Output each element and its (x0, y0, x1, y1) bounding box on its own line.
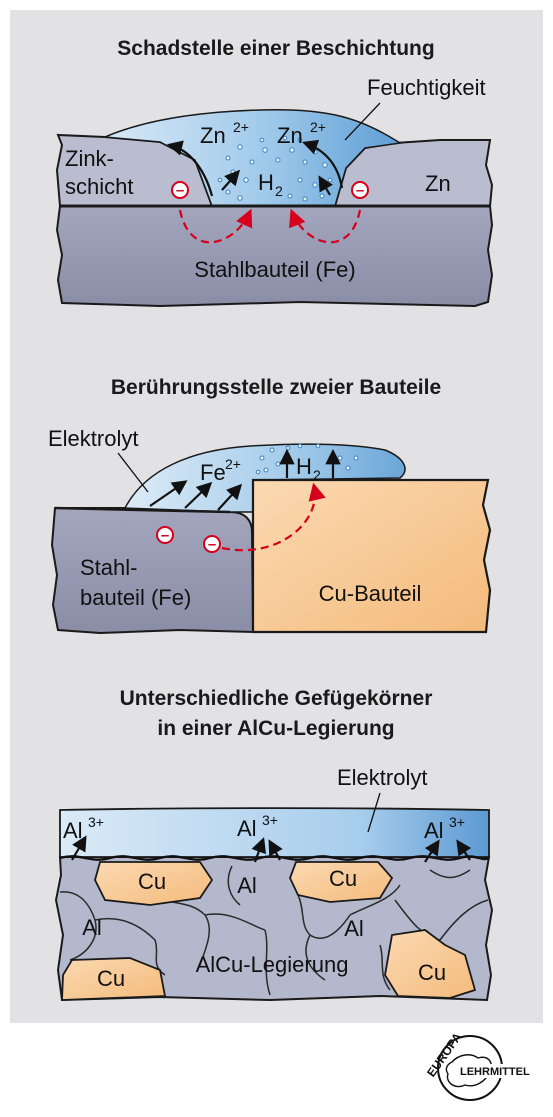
hydrogen-sub-2: 2 (313, 467, 321, 483)
electron-symbols-2: – – (156, 526, 221, 553)
label-cu-1: Cu (138, 869, 166, 894)
label-zinkschicht-1: Zink- (65, 146, 114, 171)
hydrogen-sub: 2 (275, 183, 283, 199)
panel-2-title: Berührungsstelle zweier Bauteile (111, 376, 441, 399)
cu-grain-4 (384, 929, 477, 999)
panel-1-coating-damage: Schadstelle einer Beschichtung (55, 37, 494, 308)
ion-al-middle-charge: 3+ (262, 812, 278, 828)
alloy-surface-line (59, 855, 490, 861)
electrolyte-layer (59, 807, 490, 858)
ion-zn-left: Zn (200, 123, 226, 148)
label-zinkschicht-2: schicht (65, 174, 133, 199)
iron-ion-arrows (149, 448, 341, 511)
svg-text:–: – (356, 182, 364, 199)
label-stahl-1: Stahl- (80, 555, 137, 580)
europa-lehrmittel-logo: EUROPA LEHRMITTEL (424, 1030, 543, 1101)
label-cu-bauteil: Cu-Bauteil (319, 581, 422, 606)
panel-3-title-2: in einer AlCu-Legierung (157, 717, 394, 740)
zinc-ion-arrows (167, 139, 344, 197)
hydrogen-h: H (258, 170, 274, 195)
ion-al-left: Al (63, 818, 83, 843)
copper-grains (61, 861, 477, 1001)
label-al-2: Al (82, 915, 102, 940)
ion-al-right: Al (424, 818, 444, 843)
logo-map (445, 1054, 492, 1088)
svg-text:–: – (161, 527, 169, 544)
label-elektrolyt-3: Elektrolyt (337, 765, 427, 790)
label-stahlbauteil: Stahlbauteil (Fe) (194, 257, 355, 282)
ion-al-right-charge: 3+ (449, 814, 465, 830)
label-stahl-2: bauteil (Fe) (80, 585, 191, 610)
ion-al-middle: Al (237, 816, 257, 841)
ion-zn-right-charge: 2+ (310, 119, 326, 135)
copper-part (251, 478, 492, 634)
label-legierung: AlCu-Legierung (196, 952, 349, 977)
hydrogen-h-2: H (296, 454, 312, 479)
label-zn: Zn (425, 171, 451, 196)
label-feuchtigkeit: Feuchtigkeit (367, 75, 486, 100)
logo-lehrmittel: LEHRMITTEL (460, 1066, 530, 1078)
ion-zn-right: Zn (277, 123, 303, 148)
panel-3-alcu-alloy: Unterschiedliche Gefügekörner in einer A… (54, 687, 494, 1002)
panel-3-title-1: Unterschiedliche Gefügekörner (120, 687, 433, 710)
steel-surface-line-2 (54, 506, 231, 514)
ion-fe: Fe (200, 460, 226, 485)
aluminium-ion-arrows (71, 835, 472, 863)
panel-1-title: Schadstelle einer Beschichtung (117, 37, 434, 60)
svg-text:–: – (208, 536, 216, 553)
label-cu-3: Cu (97, 966, 125, 991)
elektrolyt-leader-2 (117, 452, 149, 493)
svg-text:–: – (176, 182, 184, 199)
label-cu-4: Cu (418, 960, 446, 985)
steel-component (55, 205, 494, 308)
electron-symbols: – – (171, 181, 369, 199)
label-cu-2: Cu (329, 866, 357, 891)
cu-grain-2 (289, 861, 394, 903)
cu-grain-3 (61, 957, 167, 1001)
electron-flow-arrow-2 (221, 482, 326, 552)
elektrolyt-leader-3 (367, 792, 381, 833)
ion-al-left-charge: 3+ (88, 814, 104, 830)
label-al-1: Al (237, 873, 257, 898)
ion-fe-charge: 2+ (225, 456, 241, 472)
panel-2-contact-point: Berührungsstelle zweier Bauteile – (48, 376, 492, 635)
ion-zn-left-charge: 2+ (233, 119, 249, 135)
electron-flow-arrows (178, 208, 362, 244)
label-al-3: Al (344, 916, 364, 941)
feuchtigkeit-leader (344, 102, 381, 141)
label-elektrolyt-2: Elektrolyt (48, 426, 138, 451)
cu-grain-1 (94, 861, 214, 906)
